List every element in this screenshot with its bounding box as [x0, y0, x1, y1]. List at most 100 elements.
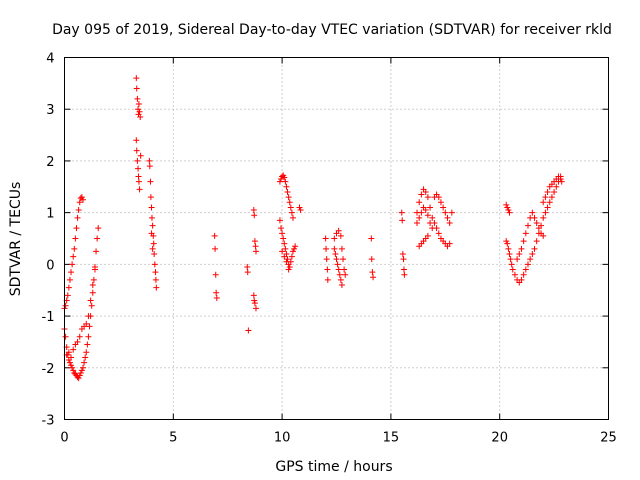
y-axis-label: SDTVAR / TECUs	[8, 182, 24, 297]
data-point	[135, 101, 142, 108]
data-point	[504, 204, 511, 211]
data-point	[433, 225, 440, 232]
data-point	[336, 271, 343, 278]
data-point	[285, 194, 292, 201]
data-point	[148, 230, 155, 237]
data-points	[61, 75, 565, 382]
data-point	[518, 245, 525, 252]
y-tick-label: -3	[42, 414, 55, 429]
data-point	[68, 362, 75, 369]
data-point	[514, 256, 521, 263]
data-point	[62, 333, 69, 340]
data-point	[527, 256, 534, 263]
data-point	[250, 207, 257, 214]
data-point	[538, 222, 545, 229]
data-point	[133, 75, 140, 82]
data-point	[448, 209, 455, 216]
data-point	[334, 261, 341, 268]
data-point	[89, 282, 96, 289]
data-point	[152, 276, 159, 283]
data-point	[283, 258, 290, 265]
data-point	[437, 199, 444, 206]
data-point	[557, 173, 564, 180]
data-point	[424, 232, 431, 239]
data-point	[252, 248, 259, 255]
x-tick-label: 20	[491, 431, 508, 446]
data-point	[414, 219, 421, 226]
data-point	[64, 292, 71, 299]
y-tick-label: 4	[46, 52, 54, 67]
data-point	[285, 266, 292, 273]
data-point	[297, 207, 304, 214]
data-point	[75, 375, 82, 382]
data-point	[529, 209, 536, 216]
data-point	[504, 240, 511, 247]
data-point	[87, 297, 94, 304]
data-point	[505, 245, 512, 252]
data-point	[147, 194, 154, 201]
data-point	[520, 271, 527, 278]
data-point	[94, 235, 101, 242]
data-point	[149, 245, 156, 252]
x-tick-label: 5	[169, 431, 177, 446]
data-point	[149, 222, 156, 229]
data-point	[66, 276, 73, 283]
data-point	[244, 269, 251, 276]
data-point	[548, 194, 555, 201]
data-point	[288, 209, 295, 216]
data-point	[540, 199, 547, 206]
data-point	[435, 230, 442, 237]
data-point	[424, 212, 431, 219]
data-point	[72, 235, 79, 242]
data-point	[282, 178, 289, 185]
data-point	[422, 207, 429, 214]
data-point	[153, 284, 160, 291]
data-point	[508, 261, 515, 268]
data-point	[70, 367, 77, 374]
data-point	[507, 256, 514, 263]
data-point	[368, 235, 375, 242]
data-point	[322, 235, 329, 242]
data-point	[444, 214, 451, 221]
data-point	[400, 256, 407, 263]
data-point	[323, 245, 330, 252]
data-point	[401, 271, 408, 278]
data-point	[283, 183, 290, 190]
data-point	[213, 294, 220, 301]
data-point	[83, 320, 90, 327]
data-point	[518, 276, 525, 283]
data-point	[211, 232, 218, 239]
data-point	[251, 300, 258, 307]
data-point	[332, 251, 339, 258]
data-point	[418, 191, 425, 198]
data-point	[551, 188, 558, 195]
data-point	[69, 261, 76, 268]
data-point	[369, 269, 376, 276]
data-point	[533, 238, 540, 245]
data-point	[146, 163, 153, 170]
data-point	[340, 256, 347, 263]
x-tick-label: 0	[60, 431, 68, 446]
data-point	[522, 266, 529, 273]
chart-title: Day 095 of 2019, Sidereal Day-to-day VTE…	[52, 22, 612, 38]
data-point	[71, 245, 78, 252]
data-point	[134, 95, 141, 102]
data-point	[427, 204, 434, 211]
data-point	[79, 196, 86, 203]
data-point	[291, 245, 298, 252]
data-point	[440, 204, 447, 211]
data-point	[245, 327, 252, 334]
data-point	[93, 248, 100, 255]
data-point	[250, 292, 257, 299]
data-point	[289, 214, 296, 221]
data-point	[289, 248, 296, 255]
data-point	[133, 137, 140, 144]
data-point	[544, 188, 551, 195]
data-point	[284, 188, 291, 195]
data-point	[136, 108, 143, 115]
data-point	[76, 372, 83, 379]
data-point	[134, 157, 141, 164]
data-point	[431, 219, 438, 226]
data-point	[558, 178, 565, 185]
data-point	[542, 209, 549, 216]
